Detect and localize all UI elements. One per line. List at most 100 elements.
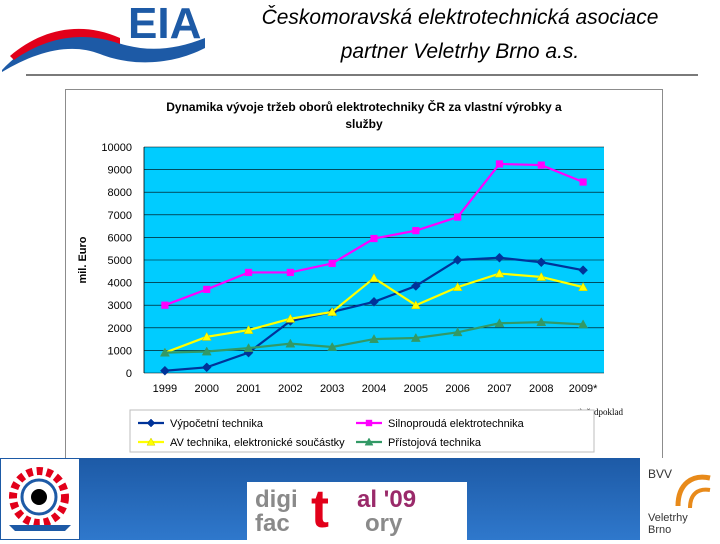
data-point: [201, 331, 212, 341]
data-point: [161, 301, 169, 309]
y-tick-label: 9000: [108, 165, 132, 177]
df-big-t: t: [311, 479, 329, 539]
y-tick-label: 8000: [108, 187, 132, 199]
y-tick-label: 6000: [108, 232, 132, 244]
legend-entry: Silnoproudá elektrotechnika: [356, 418, 525, 430]
header-title-line1: Českomoravská elektrotechnická asociace: [261, 6, 659, 29]
chart-title-line: služby: [345, 117, 383, 131]
legend-swatch-marker: [364, 437, 374, 446]
legend-entry: Přístojová technika: [356, 437, 482, 449]
data-point: [410, 332, 421, 342]
header-divider: [26, 74, 698, 76]
data-point: [369, 296, 379, 307]
x-tick-label: 2008: [529, 383, 553, 395]
x-tick-label: 1999: [153, 383, 177, 395]
data-point: [452, 282, 463, 291]
x-tick-label: 2006: [445, 383, 469, 395]
data-point: [410, 300, 421, 310]
x-tick-label: 2004: [362, 383, 386, 395]
data-point: [243, 343, 254, 352]
series-4: [159, 317, 589, 357]
legend-label: Silnoproudá elektrotechnika: [388, 418, 525, 430]
data-point: [536, 317, 547, 326]
data-point: [537, 161, 545, 169]
legend-box: [129, 409, 595, 453]
chart-title-line: Dynamika vývoje tržeb oborů elektrotechn…: [166, 99, 562, 114]
df-text-ory: ory: [365, 510, 403, 537]
x-tick-label: 2001: [236, 383, 260, 395]
legend-entry: AV technika, elektronické součástky: [138, 437, 345, 449]
eia-logo-text: EIA: [128, 0, 201, 48]
chart-note: *předpoklad: [578, 407, 623, 417]
data-point: [285, 338, 296, 348]
bvv-sub1: Veletrhy: [648, 512, 688, 524]
data-point: [536, 257, 547, 268]
y-tick-label: 3000: [108, 300, 132, 312]
x-tick-label: 2000: [194, 383, 218, 395]
data-point: [536, 271, 547, 281]
data-point: [578, 319, 589, 329]
chart-frame: Dynamika vývoje tržeb oborů elektrotechn…: [65, 89, 663, 459]
gear-logo-icon: [9, 467, 71, 531]
data-point: [201, 346, 212, 356]
x-tick-label: 2007: [487, 383, 511, 395]
legend-label: Výpočetní technika: [170, 418, 264, 430]
line-chart: Dynamika vývoje tržeb oborů elektrotechn…: [77, 99, 623, 453]
data-point: [244, 268, 253, 277]
x-tick-label: 2005: [404, 383, 428, 395]
header-title-line2: partner Veletrhy Brno a.s.: [340, 40, 580, 63]
data-point: [370, 234, 378, 243]
y-tick-label: 5000: [108, 255, 132, 267]
data-point: [452, 255, 463, 265]
data-point: [412, 227, 420, 235]
data-point: [328, 259, 336, 267]
y-axis-label: mil. Euro: [77, 236, 89, 283]
data-point: [286, 268, 294, 277]
y-tick-label: 0: [126, 368, 132, 380]
series-2: [161, 160, 587, 309]
data-point: [327, 341, 338, 351]
data-point: [243, 325, 254, 334]
x-tick-label: 2003: [320, 383, 344, 395]
y-tick-label: 7000: [108, 210, 132, 222]
bvv-sub2: Brno: [648, 524, 672, 536]
data-point: [495, 160, 504, 168]
legend-swatch-marker: [146, 437, 156, 446]
legend-swatch-marker: [146, 418, 156, 428]
data-point: [454, 213, 462, 221]
legend-label: AV technika, elektronické součástky: [170, 437, 345, 449]
series-3: [159, 268, 589, 357]
y-tick-label: 2000: [108, 323, 132, 335]
data-point: [160, 365, 170, 376]
x-tick-label: 2002: [278, 383, 302, 395]
df-text-al09: al '09: [357, 486, 417, 513]
data-point: [369, 273, 379, 282]
data-point: [578, 282, 589, 291]
data-point: [327, 306, 338, 316]
y-tick-label: 10000: [101, 142, 132, 154]
df-text-digi: digi: [255, 486, 298, 513]
df-text-fac: fac: [255, 510, 290, 537]
data-point: [201, 362, 212, 373]
data-point: [452, 327, 463, 337]
data-point: [159, 347, 170, 357]
legend-entry: Výpočetní technika: [138, 418, 264, 430]
y-tick-label: 1000: [108, 345, 132, 357]
x-tick-label: 2009*: [569, 383, 598, 395]
data-point: [578, 265, 588, 276]
data-point: [494, 318, 505, 328]
bvv-arc-icon: [675, 474, 711, 509]
data-point: [579, 178, 587, 186]
data-point: [410, 281, 421, 291]
legend-label: Přístojová technika: [388, 437, 482, 449]
eia-logo: EIA: [2, 0, 205, 72]
data-point: [285, 313, 296, 323]
legend-swatch-marker: [365, 419, 373, 427]
bvv-text: BVV: [648, 467, 673, 481]
bvv-logo: BVV Veletrhy Brno: [640, 458, 720, 540]
data-point: [494, 252, 505, 263]
data-point: [369, 334, 379, 343]
y-tick-label: 4000: [108, 278, 132, 290]
gear-logo-box: [0, 458, 80, 540]
digital-factory-logo: digi al '09 fac ory t: [247, 482, 467, 540]
